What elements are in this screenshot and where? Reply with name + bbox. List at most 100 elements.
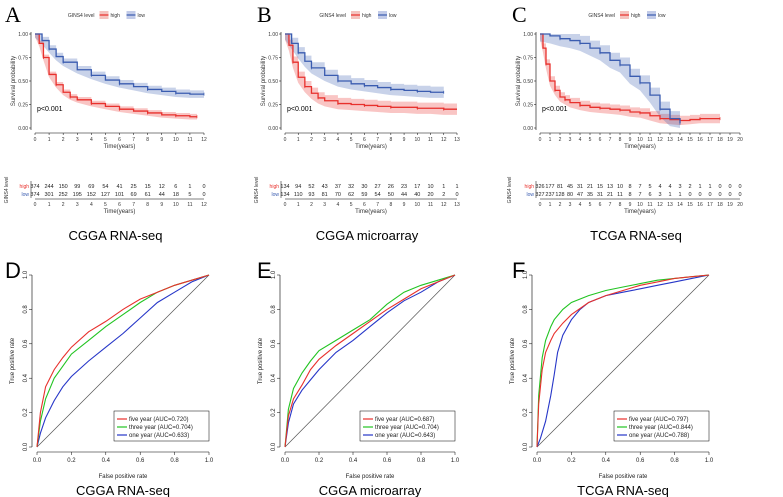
risk-count-high: 6 bbox=[174, 184, 177, 190]
risk-count-low: 128 bbox=[555, 192, 564, 198]
risk-count-high: 0 bbox=[718, 184, 721, 190]
y-tick-label: 0.4 bbox=[23, 373, 29, 382]
km-panel-c: C GINS4 level high low 0.00 0.25 0.50 0.75 1.00 0… bbox=[507, 2, 743, 243]
x-tick-label: 0.8 bbox=[417, 458, 426, 464]
risk-x-tick-label: 3 bbox=[569, 202, 572, 208]
risk-x-tick-label: 3 bbox=[323, 202, 326, 208]
risk-count-low: 11 bbox=[617, 192, 623, 198]
roc-panel-f: F 0.0 0.2 0.4 0.6 0.8 1.0 0.0 0.2 0.4 0.6 0.8 1.0 Fal… bbox=[510, 258, 714, 497]
risk-x-tick-label: 18 bbox=[717, 202, 723, 208]
risk-count-low: 20 bbox=[427, 192, 433, 198]
risk-count-low: 40 bbox=[414, 192, 420, 198]
x-tick-label: 1.0 bbox=[205, 458, 214, 464]
survival-curve-low bbox=[540, 33, 681, 124]
risk-count-low: 35 bbox=[587, 192, 593, 198]
risk-count-high: 21 bbox=[587, 184, 593, 190]
y-tick-label: 0.0 bbox=[523, 442, 529, 451]
risk-row-label-low: low bbox=[526, 192, 534, 198]
legend-entry-0: five year (AUC=0.720) bbox=[129, 417, 189, 423]
y-tick-label: 1.00 bbox=[523, 32, 533, 38]
risk-count-high: 0 bbox=[728, 184, 731, 190]
risk-count-high: 81 bbox=[557, 184, 563, 190]
risk-x-tick-label: 12 bbox=[201, 202, 207, 208]
risk-count-high: 52 bbox=[308, 184, 314, 190]
x-tick-label: 1 bbox=[549, 137, 552, 143]
y-tick-label: 0.8 bbox=[23, 305, 29, 314]
risk-count-high: 26 bbox=[388, 184, 394, 190]
risk-count-high: 3 bbox=[678, 184, 681, 190]
risk-count-low: 237 bbox=[545, 192, 554, 198]
x-tick-label: 11 bbox=[428, 137, 433, 143]
ci-band-high bbox=[285, 34, 457, 115]
risk-count-low: 252 bbox=[59, 192, 68, 198]
x-tick-label: 7 bbox=[376, 137, 379, 143]
risk-count-low: 0 bbox=[455, 192, 458, 198]
x-tick-label: 4 bbox=[90, 137, 93, 143]
risk-count-low: 7 bbox=[638, 192, 641, 198]
x-axis-title: Time(years) bbox=[624, 144, 656, 150]
x-tick-label: 16 bbox=[697, 137, 703, 143]
risk-count-high: 94 bbox=[295, 184, 301, 190]
legend-label-high: high bbox=[362, 13, 372, 19]
risk-count-high: 1 bbox=[442, 184, 445, 190]
risk-x-tick-label: 7 bbox=[132, 202, 135, 208]
risk-count-low: 0 bbox=[718, 192, 721, 198]
risk-count-high: 10 bbox=[617, 184, 623, 190]
y-axis-title: True positive rate bbox=[510, 337, 516, 384]
risk-count-high: 54 bbox=[102, 184, 108, 190]
x-tick-label: 6 bbox=[599, 137, 602, 143]
risk-row-label-high: high bbox=[525, 184, 535, 190]
y-tick-label: 0.00 bbox=[268, 126, 278, 132]
x-tick-label: 5 bbox=[589, 137, 592, 143]
risk-x-tick-label: 4 bbox=[90, 202, 93, 208]
y-tick-label: 1.0 bbox=[271, 270, 277, 279]
risk-x-axis-title: Time(years) bbox=[624, 209, 656, 215]
x-tick-label: 1.0 bbox=[451, 458, 460, 464]
risk-count-high: 134 bbox=[280, 184, 289, 190]
risk-x-axis-title: Time(years) bbox=[355, 209, 387, 215]
panel-letter: D bbox=[5, 258, 21, 283]
reference-diagonal bbox=[536, 274, 710, 448]
x-axis-title: Time(years) bbox=[355, 144, 387, 150]
panel-letter: C bbox=[512, 2, 527, 27]
risk-x-tick-label: 8 bbox=[146, 202, 149, 208]
risk-count-high: 10 bbox=[427, 184, 433, 190]
risk-count-low: 44 bbox=[159, 192, 165, 198]
risk-count-high: 0 bbox=[202, 184, 205, 190]
risk-count-low: 44 bbox=[401, 192, 407, 198]
risk-x-tick-label: 1 bbox=[297, 202, 300, 208]
y-tick-label: 1.0 bbox=[523, 270, 529, 279]
y-tick-label: 0.0 bbox=[23, 442, 29, 451]
legend-entry-2: one year (AUC=0.633) bbox=[129, 433, 189, 439]
y-tick-label: 1.00 bbox=[18, 32, 28, 38]
risk-row-label-high: high bbox=[270, 184, 280, 190]
x-tick-label: 0.2 bbox=[567, 458, 576, 464]
y-tick-label: 0.75 bbox=[268, 56, 278, 62]
y-tick-label: 0.25 bbox=[18, 103, 28, 109]
risk-count-low: 18 bbox=[173, 192, 179, 198]
risk-x-tick-label: 12 bbox=[657, 202, 663, 208]
risk-count-high: 37 bbox=[335, 184, 341, 190]
km-panel-a: A GINS4 level high low 0.00 0.25 0.50 0.75 1.00 0… bbox=[4, 2, 207, 243]
panel-subtitle: TCGA RNA-seq bbox=[577, 483, 669, 497]
risk-count-low: 8 bbox=[628, 192, 631, 198]
risk-count-low: 0 bbox=[202, 192, 205, 198]
legend-box bbox=[359, 410, 456, 442]
risk-x-tick-label: 2 bbox=[310, 202, 313, 208]
roc-curve-2 bbox=[284, 274, 456, 448]
risk-count-high: 326 bbox=[535, 184, 544, 190]
survival-curve-high bbox=[35, 33, 197, 118]
x-tick-label: 10 bbox=[173, 137, 179, 143]
risk-count-high: 0 bbox=[738, 184, 741, 190]
risk-x-tick-label: 9 bbox=[629, 202, 632, 208]
y-tick-label: 0.8 bbox=[271, 305, 277, 314]
roc-curve-0 bbox=[36, 274, 210, 448]
panel-subtitle: CGGA microarray bbox=[319, 483, 422, 497]
y-tick-label: 0.6 bbox=[523, 339, 529, 348]
panel-letter: E bbox=[257, 258, 272, 283]
risk-count-low: 47 bbox=[577, 192, 583, 198]
risk-x-tick-label: 5 bbox=[350, 202, 353, 208]
y-axis-title: Survival probability bbox=[11, 56, 17, 106]
survival-curve-low bbox=[35, 33, 204, 95]
